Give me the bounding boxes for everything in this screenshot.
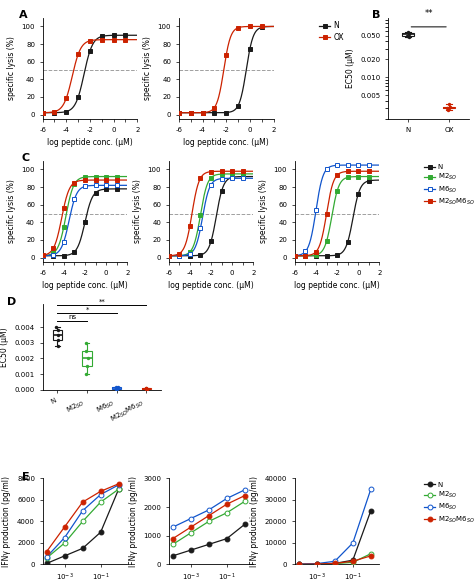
Point (143, 384, 151, 393)
Point (114, 383, 121, 392)
X-axis label: log peptide conc. (μM): log peptide conc. (μM) (183, 138, 269, 147)
Legend: N, M2$_{SO}$, M6$_{SO}$, M2$_{SO}$M6$_{SO}$: N, M2$_{SO}$, M6$_{SO}$, M2$_{SO}$M6$_{S… (424, 482, 474, 524)
Point (84, 354, 91, 363)
Text: *: * (85, 306, 89, 312)
Y-axis label: EC50 (μM): EC50 (μM) (346, 48, 355, 88)
Y-axis label: specific lysis (%): specific lysis (%) (7, 179, 16, 243)
Y-axis label: specific lysis (%): specific lysis (%) (7, 36, 16, 100)
X-axis label: log peptide conc. (μM): log peptide conc. (μM) (47, 138, 133, 147)
Point (444, 105, 452, 115)
Point (143, 385, 150, 394)
Point (54, 341, 62, 350)
Point (53, 322, 60, 332)
Point (445, 100, 453, 109)
Text: E: E (21, 472, 29, 482)
Text: B: B (372, 9, 380, 19)
Text: C: C (21, 152, 30, 162)
Text: D: D (7, 297, 17, 307)
Point (82, 338, 90, 348)
Text: ns: ns (68, 314, 76, 320)
Y-axis label: EC50 (μM): EC50 (μM) (0, 327, 9, 366)
PathPatch shape (82, 350, 92, 366)
Point (55, 335, 62, 345)
X-axis label: log peptide conc. (μM): log peptide conc. (μM) (168, 281, 254, 290)
Point (405, 29, 413, 39)
Point (55, 330, 62, 340)
PathPatch shape (53, 330, 62, 340)
Point (144, 385, 151, 394)
X-axis label: log peptide conc. (μM): log peptide conc. (μM) (294, 281, 380, 290)
Y-axis label: specific lysis (%): specific lysis (%) (133, 179, 142, 243)
Point (83, 362, 91, 371)
Point (445, 103, 453, 112)
Text: **: ** (99, 299, 105, 305)
PathPatch shape (402, 33, 414, 36)
Legend: N, OX: N, OX (319, 21, 344, 42)
Point (113, 384, 120, 393)
Point (405, 27, 412, 36)
Point (403, 31, 410, 41)
Y-axis label: IFNγ production (pg/ml): IFNγ production (pg/ml) (2, 476, 11, 567)
Y-axis label: IFNγ production (pg/ml): IFNγ production (pg/ml) (128, 476, 137, 567)
Point (55, 326, 62, 335)
Legend: N, M2$_{SO}$, M6$_{SO}$, M2$_{SO}$M6$_{SO}$: N, M2$_{SO}$, M6$_{SO}$, M2$_{SO}$M6$_{S… (424, 164, 474, 207)
PathPatch shape (112, 387, 121, 389)
Point (82, 346, 90, 355)
Point (112, 385, 120, 394)
Point (142, 383, 149, 393)
Y-axis label: specific lysis (%): specific lysis (%) (259, 179, 268, 243)
Point (446, 102, 454, 112)
Point (405, 32, 413, 42)
Y-axis label: specific lysis (%): specific lysis (%) (143, 36, 152, 100)
Text: A: A (19, 9, 27, 19)
Point (82, 369, 90, 379)
Point (112, 382, 120, 392)
PathPatch shape (443, 107, 455, 108)
Point (405, 28, 413, 38)
Point (444, 103, 451, 113)
X-axis label: log peptide conc. (μM): log peptide conc. (μM) (42, 281, 128, 290)
Point (142, 384, 150, 393)
Text: **: ** (424, 9, 433, 18)
Point (113, 383, 120, 393)
Y-axis label: IFNγ production (pg/ml): IFNγ production (pg/ml) (250, 476, 259, 567)
